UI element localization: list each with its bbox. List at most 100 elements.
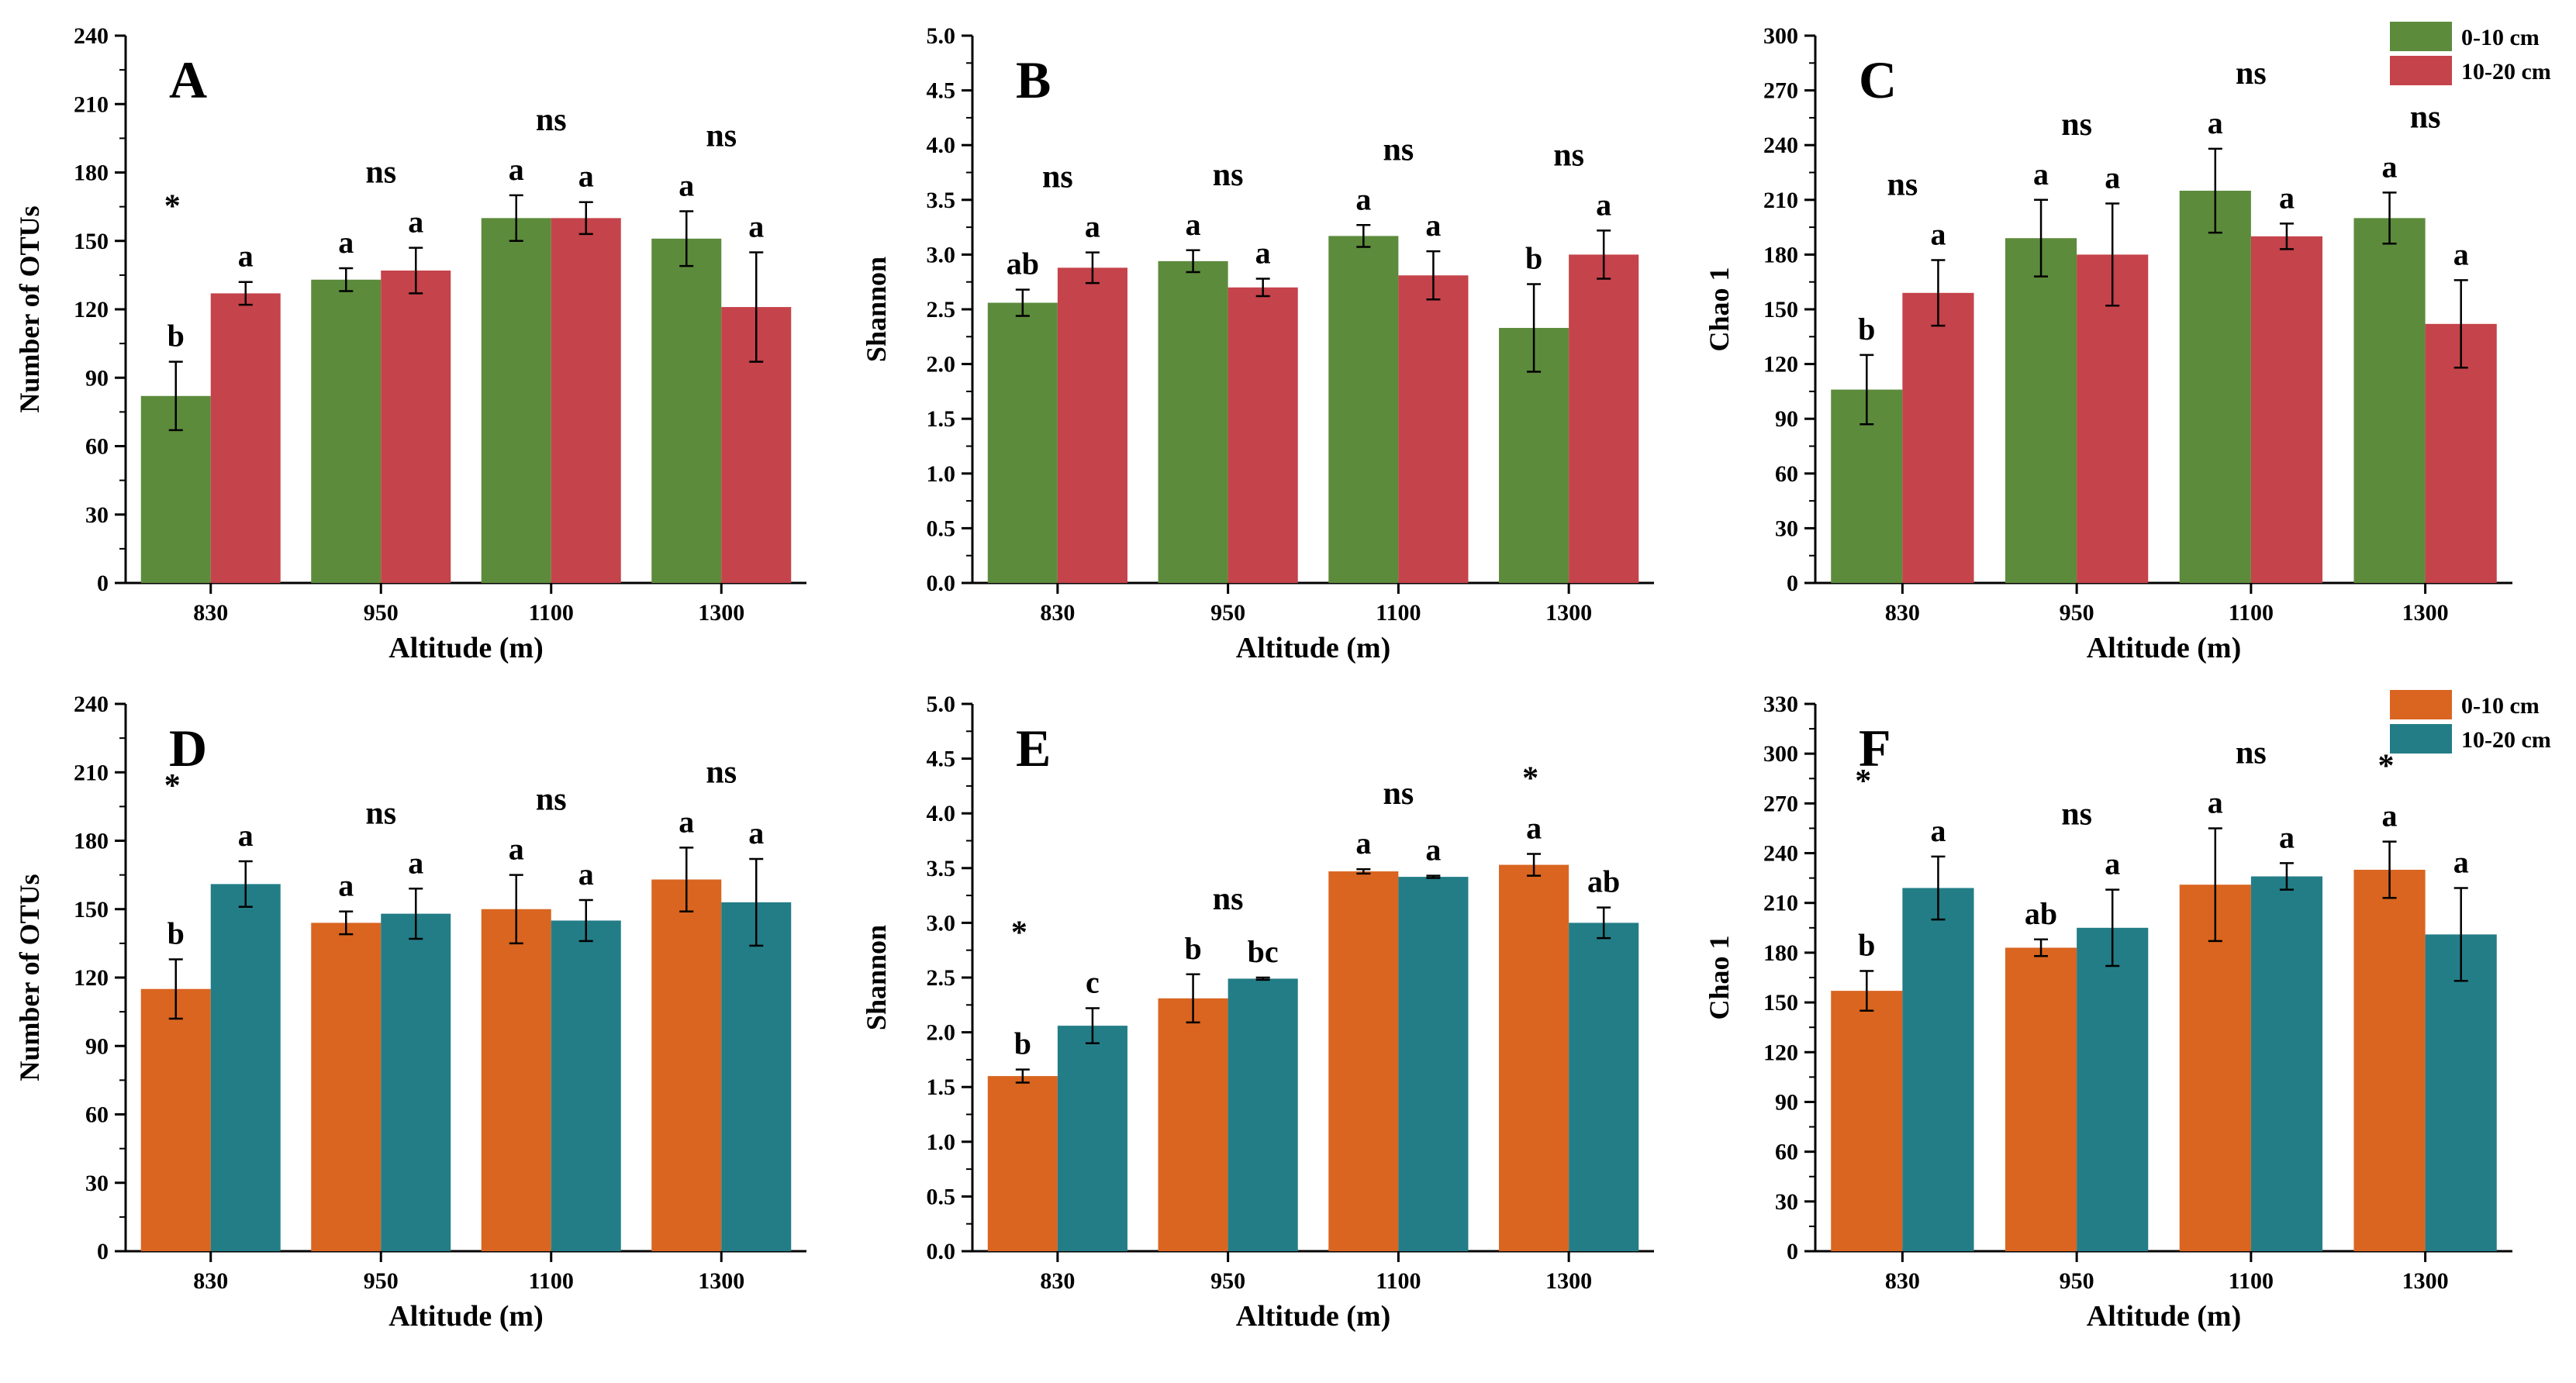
x-tick-label: 830 bbox=[1885, 600, 1920, 626]
chart-panel-c: 0 30 60 90 120 150 180 210 240 270 300 Chao 1 Altitu… bbox=[1704, 22, 2551, 664]
x-tick-label: 1300 bbox=[698, 1268, 744, 1294]
x-tick-label: 830 bbox=[1040, 600, 1075, 626]
significance-letter: a bbox=[408, 845, 423, 880]
y-tick-label: 150 bbox=[74, 229, 109, 254]
significance-letter: a bbox=[2453, 236, 2469, 271]
significance-letter: a bbox=[509, 152, 524, 187]
significance-letter: a bbox=[1425, 833, 1441, 867]
x-tick-label: 1100 bbox=[1376, 600, 1421, 626]
legend-swatch bbox=[2390, 56, 2452, 85]
y-axis-title: Number of OTUs bbox=[14, 205, 45, 412]
y-tick-label: 4.0 bbox=[927, 133, 956, 158]
significance-letter: a bbox=[1186, 207, 1201, 242]
y-tick-label: 3.5 bbox=[927, 188, 956, 213]
bar-depth-10-20 bbox=[381, 913, 451, 1251]
y-tick-label: 1.0 bbox=[927, 1130, 956, 1155]
significance-letter: b bbox=[1014, 1026, 1031, 1061]
y-tick-label: 60 bbox=[1775, 1140, 1798, 1165]
significance-letter: a bbox=[2105, 847, 2120, 881]
significance-letter: a bbox=[679, 168, 694, 203]
significance-letter: a bbox=[1526, 810, 1542, 845]
significance-letter: a bbox=[1930, 216, 1946, 251]
significance-letter: a bbox=[1930, 813, 1946, 848]
y-tick-label: 30 bbox=[1775, 1189, 1798, 1215]
significance-ns: ns bbox=[365, 155, 396, 191]
significance-star: * bbox=[2377, 749, 2394, 785]
y-tick-label: 240 bbox=[74, 692, 109, 717]
significance-letter: b bbox=[1184, 931, 1201, 966]
x-tick-label: 950 bbox=[2060, 600, 2094, 626]
significance-letter: a bbox=[748, 816, 764, 850]
x-tick-label: 950 bbox=[1210, 1268, 1245, 1294]
bar-depth-0-10 bbox=[2179, 885, 2251, 1251]
x-axis-title: Altitude (m) bbox=[1236, 632, 1390, 664]
y-tick-label: 180 bbox=[74, 160, 109, 186]
y-tick-label: 270 bbox=[1763, 78, 1798, 104]
bar-depth-0-10 bbox=[1831, 991, 1903, 1251]
bar-depth-0-10 bbox=[2005, 947, 2077, 1251]
y-tick-label: 90 bbox=[1775, 406, 1798, 432]
bar-depth-0-10 bbox=[311, 923, 382, 1251]
significance-ns: ns bbox=[706, 119, 737, 154]
bar-depth-0-10 bbox=[2353, 218, 2426, 583]
significance-letter: a bbox=[509, 832, 524, 867]
x-tick-label: 1100 bbox=[2229, 600, 2274, 626]
significance-star: * bbox=[164, 189, 181, 225]
significance-letter: ab bbox=[1587, 864, 1620, 899]
significance-letter: bc bbox=[1248, 934, 1279, 969]
y-tick-label: 4.5 bbox=[927, 747, 956, 772]
significance-ns: ns bbox=[1213, 881, 1244, 917]
bar-depth-0-10 bbox=[1158, 998, 1228, 1251]
significance-letter: b bbox=[167, 916, 185, 950]
bar-depth-10-20 bbox=[2077, 254, 2149, 583]
significance-letter: b bbox=[1525, 241, 1542, 276]
x-axis-title: Altitude (m) bbox=[388, 632, 543, 664]
y-tick-label: 0 bbox=[1787, 571, 1798, 596]
significance-letter: ab bbox=[2025, 896, 2057, 931]
y-tick-label: 60 bbox=[1775, 461, 1798, 487]
y-tick-label: 4.0 bbox=[927, 801, 956, 826]
significance-ns: ns bbox=[1887, 167, 1918, 202]
x-tick-label: 1100 bbox=[2229, 1268, 2274, 1294]
x-tick-label: 1300 bbox=[2402, 600, 2449, 626]
panel-letter: B bbox=[1016, 50, 1051, 109]
y-tick-label: 60 bbox=[85, 1102, 109, 1128]
chart-panel-f: 0 30 60 90 120 150 180 210 240 270 300 330 Chao 1 Alt… bbox=[1704, 690, 2551, 1333]
x-tick-label: 830 bbox=[193, 1268, 228, 1294]
legend-label: 0-10 cm bbox=[2461, 25, 2540, 50]
significance-letter: a bbox=[2033, 157, 2049, 191]
x-tick-label: 950 bbox=[364, 600, 399, 626]
bar-depth-0-10 bbox=[481, 909, 551, 1251]
y-tick-label: 210 bbox=[74, 760, 109, 785]
y-tick-label: 90 bbox=[85, 1033, 109, 1059]
y-tick-label: 5.0 bbox=[927, 23, 956, 49]
bar-depth-0-10 bbox=[2005, 238, 2077, 583]
significance-star: * bbox=[1011, 916, 1027, 951]
y-tick-label: 0 bbox=[97, 571, 109, 596]
bar-depth-0-10 bbox=[311, 279, 382, 583]
chart-panel-e: 0.0 0.5 1.0 1.5 2.0 2.5 3.0 3.5 4.0 4.5 5.0 Shannon… bbox=[861, 692, 1654, 1333]
significance-ns: ns bbox=[536, 782, 567, 818]
y-tick-label: 90 bbox=[85, 365, 109, 391]
y-axis-title: Chao 1 bbox=[1704, 267, 1735, 351]
y-tick-label: 4.5 bbox=[927, 78, 956, 104]
significance-letter: a bbox=[238, 239, 254, 274]
y-tick-label: 30 bbox=[85, 1171, 109, 1196]
y-tick-label: 300 bbox=[1763, 23, 1798, 49]
y-tick-label: 0 bbox=[1787, 1239, 1798, 1264]
y-tick-label: 2.5 bbox=[927, 297, 956, 322]
bar-depth-10-20 bbox=[1228, 287, 1298, 583]
x-axis-title: Altitude (m) bbox=[2087, 632, 2241, 664]
significance-letter: a bbox=[2382, 798, 2398, 833]
x-tick-label: 1100 bbox=[529, 600, 574, 626]
bar-depth-10-20 bbox=[721, 902, 792, 1251]
chart-panel-a: 0 30 60 90 120 150 180 210 240 Number of OTUs Alti… bbox=[14, 23, 806, 664]
x-tick-label: 950 bbox=[364, 1268, 399, 1294]
y-tick-label: 150 bbox=[74, 897, 109, 923]
significance-letter: a bbox=[1085, 209, 1100, 244]
panel-letter: F bbox=[1859, 719, 1891, 778]
panel-letter: C bbox=[1859, 50, 1897, 109]
y-tick-label: 180 bbox=[1763, 940, 1798, 966]
significance-letter: a bbox=[578, 159, 594, 194]
significance-ns: ns bbox=[706, 754, 737, 790]
